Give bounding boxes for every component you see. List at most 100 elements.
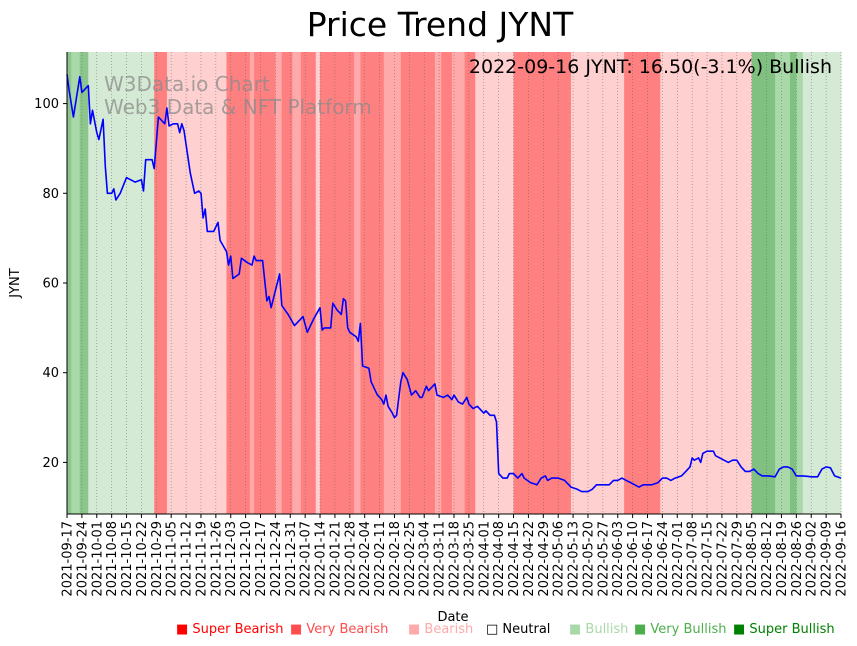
watermark-line-1: W3Data.io Chart <box>104 72 270 96</box>
x-tick-label-10: 2021-11-26 <box>209 521 224 597</box>
x-tick-label-31: 2022-04-22 <box>522 521 537 597</box>
legend-item-bullish: ■ Bullish <box>569 622 628 637</box>
x-tick-label-50: 2022-09-02 <box>805 521 820 597</box>
legend-item-neutral: □ Neutral <box>486 622 550 637</box>
sentiment-band-18 <box>400 52 436 514</box>
x-tick-label-21: 2022-02-11 <box>373 521 388 597</box>
x-tick-label-24: 2022-03-04 <box>418 521 433 597</box>
y-tick-label-80: 80 <box>42 187 59 202</box>
x-tick-label-33: 2022-05-06 <box>552 521 567 597</box>
sentiment-band-24 <box>513 52 572 514</box>
x-tick-label-40: 2022-06-24 <box>656 521 671 597</box>
sentiment-band-2 <box>79 52 89 514</box>
x-tick-label-5: 2021-10-22 <box>135 521 150 597</box>
sentiment-band-25 <box>570 52 625 514</box>
x-tick-label-1: 2021-09-24 <box>75 521 90 597</box>
legend-item-bearish: ■ Bearish <box>408 622 473 637</box>
x-tick-label-49: 2022-08-26 <box>790 521 805 597</box>
x-tick-label-23: 2022-02-25 <box>403 521 418 597</box>
sentiment-band-21 <box>451 52 466 514</box>
x-tick-label-35: 2022-05-20 <box>582 521 597 597</box>
latest-price-annotation: 2022-09-16 JYNT: 16.50(-3.1%) Bullish <box>469 56 832 78</box>
y-tick-label-40: 40 <box>42 366 59 381</box>
chart-title: Price Trend JYNT <box>307 5 574 44</box>
x-tick-label-44: 2022-07-22 <box>715 521 730 597</box>
sentiment-band-26 <box>624 52 661 514</box>
sentiment-band-17 <box>383 52 402 514</box>
x-tick-label-29: 2022-04-08 <box>492 521 507 597</box>
sentiment-band-6 <box>226 52 251 514</box>
sentiment-band-31 <box>796 52 804 514</box>
x-tick-label-20: 2022-02-04 <box>358 521 373 597</box>
x-tick-label-45: 2022-07-29 <box>730 521 745 597</box>
x-tick-label-47: 2022-08-12 <box>760 521 775 597</box>
x-tick-label-52: 2022-09-16 <box>835 521 850 597</box>
x-tick-label-28: 2022-04-01 <box>477 521 492 597</box>
x-tick-label-2: 2021-10-01 <box>90 521 105 597</box>
sentiment-band-12 <box>300 52 317 514</box>
sentiment-band-7 <box>249 52 255 514</box>
x-axis-label: Date <box>437 610 468 625</box>
x-tick-label-27: 2022-03-25 <box>462 521 477 597</box>
x-tick-label-7: 2021-11-05 <box>165 521 180 597</box>
x-tick-label-43: 2022-07-15 <box>701 521 716 597</box>
sentiment-band-16 <box>360 52 385 514</box>
x-tick-label-9: 2021-11-19 <box>195 521 210 597</box>
x-tick-label-34: 2022-05-13 <box>567 521 582 597</box>
sentiment-band-13 <box>315 52 321 514</box>
sentiment-band-9 <box>275 52 283 514</box>
x-tick-label-17: 2022-01-14 <box>314 521 329 597</box>
sentiment-bands <box>67 52 842 514</box>
x-tick-label-12: 2021-12-10 <box>239 521 254 597</box>
x-tick-label-51: 2022-09-09 <box>820 521 835 597</box>
x-tick-label-36: 2022-05-27 <box>596 521 611 597</box>
x-tick-label-15: 2021-12-31 <box>284 521 299 597</box>
sentiment-band-30 <box>789 52 797 514</box>
x-tick-label-19: 2022-01-28 <box>343 521 358 597</box>
price-series <box>66 74 842 493</box>
sentiment-legend: ■ Super Bearish ■ Very Bearish ■ Bearish □ … <box>176 622 835 637</box>
x-tick-label-0: 2021-09-17 <box>61 521 76 597</box>
sentiment-band-32 <box>802 52 842 514</box>
x-tick-label-46: 2022-08-05 <box>745 521 760 597</box>
legend-item-super-bearish: ■ Super Bearish <box>176 622 284 637</box>
x-tick-label-30: 2022-04-15 <box>507 521 522 597</box>
x-tick-label-25: 2022-03-11 <box>433 521 448 597</box>
watermark-line-2: Web3 Data & NFT Platform <box>104 95 372 119</box>
sentiment-band-28 <box>751 52 776 514</box>
x-tick-label-41: 2022-07-01 <box>671 521 686 597</box>
x-tick-label-8: 2021-11-12 <box>180 521 195 597</box>
sentiment-band-27 <box>660 52 753 514</box>
x-tick-label-4: 2021-10-15 <box>120 521 135 597</box>
legend-item-super-bullish: ■ Super Bullish <box>733 622 835 637</box>
sentiment-band-23 <box>475 52 514 514</box>
x-tick-label-3: 2021-10-08 <box>105 521 120 597</box>
legend-item-very-bearish: ■ Very Bearish <box>290 622 388 637</box>
sentiment-band-3 <box>88 52 155 514</box>
sentiment-band-19 <box>434 52 442 514</box>
sentiment-band-29 <box>775 52 791 514</box>
x-tick-label-48: 2022-08-19 <box>775 521 790 597</box>
sentiment-band-0 <box>67 52 72 514</box>
sentiment-band-14 <box>320 52 355 514</box>
y-axis-ticks: 20 40 60 80 100 <box>34 97 67 471</box>
sentiment-band-4 <box>154 52 168 514</box>
price-line-0 <box>66 74 842 493</box>
x-tick-label-22: 2022-02-18 <box>388 521 403 597</box>
y-tick-label-60: 60 <box>42 277 59 292</box>
sentiment-band-15 <box>354 52 361 514</box>
x-tick-label-32: 2022-04-29 <box>537 521 552 597</box>
vertical-gridlines <box>66 52 842 514</box>
sentiment-band-10 <box>281 52 293 514</box>
x-tick-label-14: 2021-12-24 <box>269 521 284 597</box>
y-tick-label-20: 20 <box>42 456 59 471</box>
y-tick-label-100: 100 <box>34 97 59 112</box>
sentiment-band-11 <box>292 52 302 514</box>
x-tick-label-18: 2022-01-21 <box>328 521 343 597</box>
x-tick-label-39: 2022-06-17 <box>641 521 656 597</box>
x-tick-label-11: 2021-12-03 <box>224 521 239 597</box>
sentiment-band-5 <box>166 52 227 514</box>
x-tick-label-6: 2021-10-29 <box>150 521 165 597</box>
x-axis-ticks: 2021-09-17 2021-09-24 2021-10-01 2021-10-08… <box>61 514 850 597</box>
